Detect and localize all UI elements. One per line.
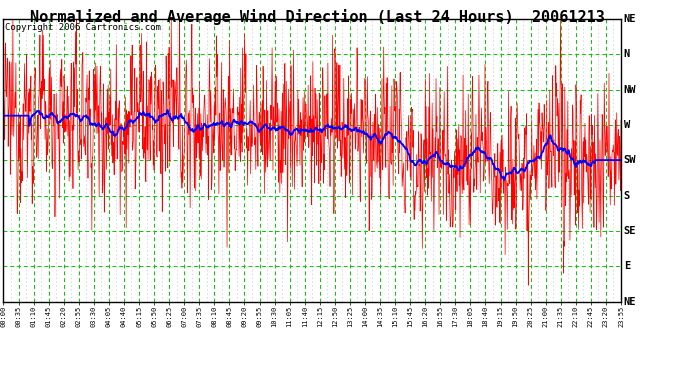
Text: Copyright 2006 Cartronics.com: Copyright 2006 Cartronics.com bbox=[5, 23, 161, 32]
Text: NW: NW bbox=[624, 84, 636, 94]
Text: SW: SW bbox=[624, 155, 636, 165]
Text: Normalized and Average Wind Direction (Last 24 Hours)  20061213: Normalized and Average Wind Direction (L… bbox=[30, 9, 605, 26]
Text: W: W bbox=[624, 120, 630, 130]
Text: NE: NE bbox=[624, 14, 636, 24]
Text: NE: NE bbox=[624, 297, 636, 307]
Text: E: E bbox=[624, 261, 630, 272]
Text: SE: SE bbox=[624, 226, 636, 236]
Text: N: N bbox=[624, 49, 630, 59]
Text: S: S bbox=[624, 191, 630, 201]
